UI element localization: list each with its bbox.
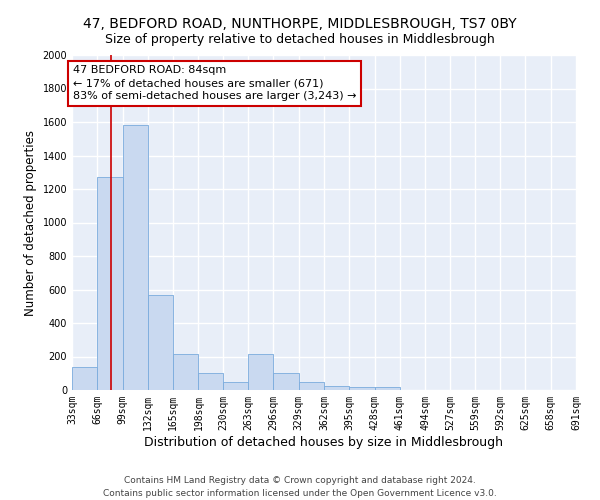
Bar [349, 386, 374, 390]
Text: 47, BEDFORD ROAD, NUNTHORPE, MIDDLESBROUGH, TS7 0BY: 47, BEDFORD ROAD, NUNTHORPE, MIDDLESBROU… [83, 18, 517, 32]
Text: Contains HM Land Registry data © Crown copyright and database right 2024.
Contai: Contains HM Land Registry data © Crown c… [103, 476, 497, 498]
Bar [324, 386, 349, 390]
Bar [173, 354, 199, 390]
Bar [248, 354, 274, 390]
Bar [274, 373, 299, 390]
Bar [223, 382, 248, 390]
Bar [148, 294, 173, 390]
Bar [72, 366, 97, 390]
X-axis label: Distribution of detached houses by size in Middlesbrough: Distribution of detached houses by size … [145, 436, 503, 448]
Text: 47 BEDFORD ROAD: 84sqm
← 17% of detached houses are smaller (671)
83% of semi-de: 47 BEDFORD ROAD: 84sqm ← 17% of detached… [73, 65, 356, 102]
Bar [374, 386, 400, 390]
Bar [299, 382, 324, 390]
Y-axis label: Number of detached properties: Number of detached properties [24, 130, 37, 316]
Text: Size of property relative to detached houses in Middlesbrough: Size of property relative to detached ho… [105, 32, 495, 46]
Bar [199, 373, 223, 390]
Bar [97, 178, 122, 390]
Bar [122, 126, 148, 390]
